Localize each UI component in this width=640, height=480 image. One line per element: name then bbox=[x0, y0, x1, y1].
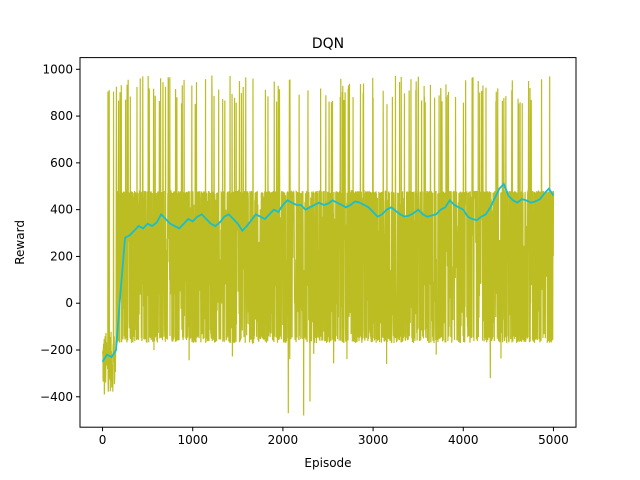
x-axis: 0 1000 2000 3000 4000 5000 bbox=[99, 427, 569, 447]
chart-title: DQN bbox=[312, 36, 344, 52]
y-axis-label: Reward bbox=[13, 220, 27, 265]
y-tick-label: 200 bbox=[50, 249, 73, 263]
y-axis: −400 −200 0 200 400 600 800 1000 bbox=[40, 62, 80, 404]
x-tick-label: 1000 bbox=[177, 433, 208, 447]
y-tick-label: 1000 bbox=[42, 62, 73, 76]
moving-average-series bbox=[101, 182, 555, 363]
plot-area bbox=[101, 75, 555, 416]
y-tick-label: −400 bbox=[40, 390, 73, 404]
x-tick-label: 3000 bbox=[358, 433, 389, 447]
y-tick-label: 400 bbox=[50, 203, 73, 217]
x-tick-label: 5000 bbox=[538, 433, 569, 447]
x-tick-label: 4000 bbox=[448, 433, 479, 447]
x-axis-label: Episode bbox=[304, 456, 351, 470]
y-tick-label: 800 bbox=[50, 109, 73, 123]
y-tick-label: 600 bbox=[50, 156, 73, 170]
raw-reward-series bbox=[101, 75, 555, 416]
axes-frame bbox=[79, 57, 577, 428]
x-tick-label: 2000 bbox=[268, 433, 299, 447]
x-tick-label: 0 bbox=[99, 433, 107, 447]
y-tick-label: 0 bbox=[65, 296, 73, 310]
y-tick-label: −200 bbox=[40, 343, 73, 357]
